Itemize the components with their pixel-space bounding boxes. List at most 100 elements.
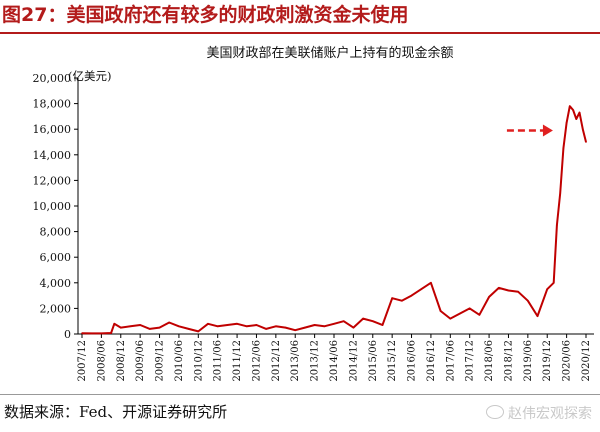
data-point [352, 326, 355, 329]
x-tick-label: 2014/12 [348, 340, 359, 382]
x-tick-label: 2008/06 [96, 340, 107, 382]
data-point [449, 317, 452, 320]
x-tick-label: 2018/06 [484, 340, 495, 382]
x-tick-label: 2016/06 [407, 340, 418, 382]
title-rule [0, 32, 600, 34]
data-point [110, 332, 112, 334]
y-tick-label: 18,000 [33, 98, 72, 111]
data-point [430, 282, 432, 284]
x-tick-label: 2015/06 [368, 340, 379, 382]
watermark: 赵伟宏观探索 [486, 403, 592, 423]
data-point [236, 323, 238, 325]
data-point [246, 325, 248, 328]
data-point [113, 323, 116, 325]
x-tick-label: 2012/12 [271, 340, 282, 382]
data-point [410, 294, 413, 297]
data-point [478, 314, 481, 316]
x-tick-label: 2020/06 [562, 340, 573, 382]
annotation-layer [506, 124, 553, 137]
x-tick-label: 2017/12 [465, 340, 476, 382]
data-point [401, 299, 403, 302]
x-tick-label: 2019/12 [542, 340, 553, 382]
data-point [284, 326, 287, 329]
annotation-arrow-head [542, 124, 553, 137]
wechat-icon [486, 405, 504, 419]
data-point [569, 105, 571, 107]
y-tick-label: 20,000 [33, 72, 72, 85]
data-point [342, 320, 345, 323]
data-point [498, 287, 500, 289]
data-point [207, 323, 209, 325]
data-point [323, 325, 326, 328]
data-point [488, 296, 490, 298]
source-note: 数据来源：Fed、开源证券研究所 [4, 403, 228, 421]
x-tick-label: 2010/06 [174, 340, 185, 382]
data-point [527, 299, 529, 302]
x-tick-label: 2012/06 [251, 340, 262, 382]
data-point [294, 329, 297, 332]
y-axis: 0 2,000 4,000 6,000 8,000 10,000 12,000 14,000 1… [33, 72, 79, 341]
data-point [178, 325, 180, 328]
data-point [556, 224, 558, 226]
data-point [546, 288, 548, 291]
x-tick-label: 2007/12 [77, 340, 88, 382]
data-point [304, 326, 306, 329]
data-point [168, 321, 170, 324]
data-point [562, 147, 565, 150]
figure-title: 图27：美国政府还有较多的财政刺激资金未使用 [2, 4, 409, 26]
data-point [565, 122, 568, 124]
watermark-text: 赵伟宏观探索 [508, 406, 592, 422]
y-unit-label: (亿美元) [68, 69, 111, 83]
data-point [187, 328, 190, 330]
x-tick-label: 2013/12 [310, 340, 321, 382]
series-layer [81, 105, 587, 335]
x-tick-label: 2009/12 [155, 340, 166, 382]
data-point [372, 320, 374, 323]
x-tick-label: 2017/06 [445, 340, 456, 382]
x-tick-label: 2016/12 [426, 340, 437, 382]
data-point [582, 128, 584, 130]
x-tick-label: 2011/06 [213, 340, 224, 382]
data-point [265, 328, 268, 330]
data-point [552, 282, 555, 284]
x-tick-label: 2008/12 [116, 340, 127, 382]
data-point [129, 325, 132, 328]
data-point [578, 111, 581, 114]
y-tick-label: 6,000 [40, 251, 72, 264]
data-point [158, 326, 161, 329]
x-tick-label: 2009/06 [135, 340, 146, 382]
x-tick-label: 2015/12 [387, 340, 398, 382]
y-tick-label: 14,000 [33, 149, 72, 162]
x-tick-label: 2014/06 [329, 340, 340, 382]
data-point [559, 192, 561, 194]
x-tick-label: 2020/12 [581, 340, 592, 382]
source-rule [0, 394, 600, 395]
x-tick-label: 2018/12 [503, 340, 514, 382]
data-point [420, 288, 423, 291]
y-tick-label: 16,000 [33, 123, 72, 136]
data-point [362, 317, 364, 320]
data-point [90, 332, 93, 335]
x-tick-label: 2010/12 [193, 340, 204, 382]
series-line-0 [81, 105, 587, 335]
data-point [197, 330, 200, 333]
data-point [585, 141, 587, 143]
data-point [139, 324, 141, 326]
data-point [439, 310, 442, 312]
data-point [100, 332, 103, 335]
data-point [333, 323, 335, 325]
data-point [216, 325, 219, 328]
data-point [517, 291, 519, 293]
data-point [575, 118, 578, 120]
data-point [572, 109, 574, 111]
x-tick-label: 2019/06 [523, 340, 534, 382]
data-point [468, 307, 471, 310]
data-point [149, 328, 151, 330]
data-point [459, 312, 461, 315]
data-point [255, 324, 258, 326]
x-axis: 2007/12 2008/06 2008/12 2009/06 2009/12 2010/… [77, 333, 594, 382]
x-tick-label: 2011/12 [232, 340, 243, 382]
y-tick-label: 4,000 [40, 277, 72, 290]
y-tick-label: 8,000 [40, 226, 72, 239]
